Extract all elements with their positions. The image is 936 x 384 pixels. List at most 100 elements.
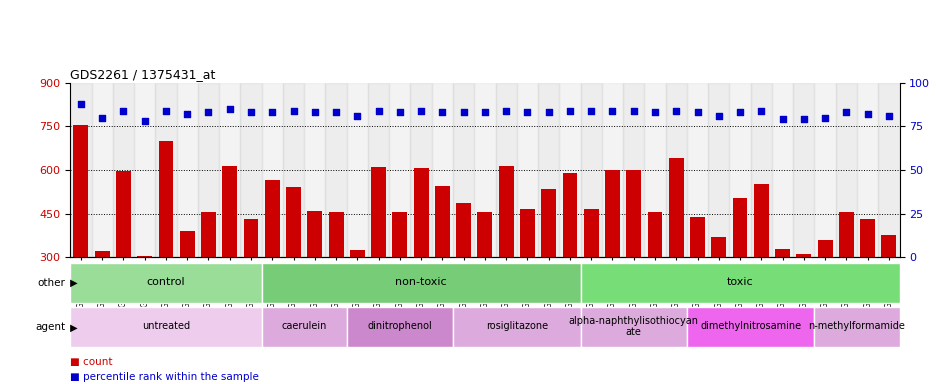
Bar [241, 83, 261, 257]
Bar [116, 171, 131, 345]
Bar [201, 212, 215, 345]
Point [95, 114, 110, 121]
Bar [708, 83, 728, 257]
Bar [686, 308, 813, 347]
Text: alpha-naphthylisothiocyan
ate: alpha-naphthylisothiocyan ate [568, 316, 698, 337]
Bar [388, 83, 410, 257]
Bar [112, 83, 134, 257]
Point [605, 108, 620, 114]
Bar [753, 184, 768, 345]
Point [349, 113, 364, 119]
Bar [474, 83, 495, 257]
Bar [728, 83, 750, 257]
Bar [176, 83, 197, 257]
Bar [580, 263, 899, 303]
Point [158, 108, 173, 114]
Bar [710, 237, 725, 345]
Bar [158, 141, 173, 345]
Bar [881, 235, 896, 345]
Bar [137, 256, 152, 345]
Point [200, 109, 215, 115]
Bar [70, 263, 261, 303]
Bar [796, 254, 811, 345]
Bar [243, 219, 258, 345]
Bar [750, 83, 771, 257]
Bar [134, 83, 155, 257]
Text: rosiglitazone: rosiglitazone [485, 321, 548, 331]
Bar [665, 83, 686, 257]
Bar [368, 83, 388, 257]
Bar [605, 170, 620, 345]
Bar [793, 83, 813, 257]
Bar [519, 209, 534, 345]
Bar [856, 83, 877, 257]
Text: agent: agent [36, 322, 66, 333]
Point [243, 109, 258, 115]
Text: toxic: toxic [726, 277, 753, 287]
Bar [265, 180, 280, 345]
Point [668, 108, 683, 114]
Bar [625, 170, 640, 345]
Bar [70, 83, 92, 257]
Point [285, 108, 300, 114]
Point [859, 111, 874, 117]
Bar [392, 212, 407, 345]
Point [817, 114, 832, 121]
Point [562, 108, 577, 114]
Text: ▶: ▶ [66, 322, 77, 333]
Point [73, 101, 88, 107]
Bar [261, 308, 346, 347]
Text: caerulein: caerulein [281, 321, 327, 331]
Bar [644, 83, 665, 257]
Point [434, 109, 449, 115]
Point [838, 109, 853, 115]
Bar [346, 308, 452, 347]
Bar [261, 263, 580, 303]
Bar [647, 212, 662, 345]
Bar [283, 83, 304, 257]
Bar [813, 308, 899, 347]
Point [541, 109, 556, 115]
Bar [732, 198, 747, 345]
Bar [580, 308, 686, 347]
Bar [325, 83, 346, 257]
Bar [95, 252, 110, 345]
Bar [73, 125, 88, 345]
Bar [180, 231, 195, 345]
Bar [410, 83, 431, 257]
Bar [559, 83, 580, 257]
Bar [413, 169, 428, 345]
Point [732, 109, 747, 115]
Point [265, 109, 280, 115]
Bar [456, 202, 471, 345]
Bar [222, 166, 237, 345]
Bar [817, 240, 832, 345]
Text: dimethylnitrosamine: dimethylnitrosamine [699, 321, 800, 331]
Bar [452, 308, 580, 347]
Bar [686, 83, 708, 257]
Text: control: control [147, 277, 185, 287]
Bar [622, 83, 644, 257]
Bar [371, 167, 386, 345]
Point [137, 118, 152, 124]
Text: other: other [37, 278, 66, 288]
Bar [197, 83, 219, 257]
Bar [434, 186, 449, 345]
Bar [329, 212, 344, 345]
Text: untreated: untreated [141, 321, 190, 331]
Text: ■ count: ■ count [70, 356, 112, 367]
Text: ▶: ▶ [66, 278, 77, 288]
Bar [431, 83, 452, 257]
Point [456, 109, 471, 115]
Point [476, 109, 491, 115]
Bar [583, 209, 598, 345]
Point [307, 109, 322, 115]
Point [329, 109, 344, 115]
Bar [689, 217, 704, 345]
Bar [70, 308, 261, 347]
Bar [304, 83, 325, 257]
Point [519, 109, 534, 115]
Text: ■ percentile rank within the sample: ■ percentile rank within the sample [70, 372, 259, 382]
Point [774, 116, 789, 122]
Bar [562, 174, 577, 345]
